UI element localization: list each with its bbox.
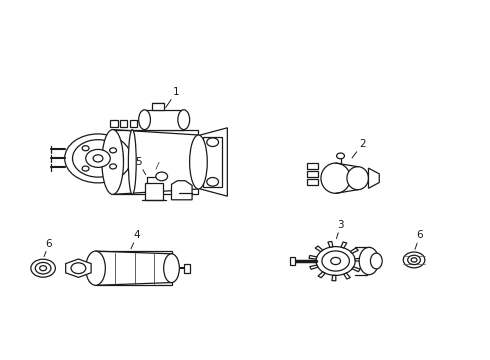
Circle shape (110, 164, 117, 169)
Ellipse shape (321, 163, 350, 193)
Bar (145, 110, 184, 130)
Ellipse shape (370, 253, 382, 269)
Bar (203, 137, 222, 187)
Circle shape (408, 255, 420, 265)
Circle shape (322, 251, 349, 271)
Polygon shape (341, 242, 347, 248)
Circle shape (35, 262, 51, 274)
Bar (113, 130, 198, 194)
Circle shape (65, 134, 131, 183)
Ellipse shape (347, 167, 368, 190)
Text: 5: 5 (135, 157, 146, 175)
Bar (120, 120, 127, 127)
Polygon shape (368, 168, 379, 188)
Circle shape (93, 155, 103, 162)
Circle shape (82, 146, 89, 151)
Polygon shape (309, 256, 317, 259)
Polygon shape (350, 248, 358, 253)
Circle shape (316, 247, 355, 275)
Bar (152, 103, 164, 110)
Ellipse shape (359, 247, 379, 275)
Polygon shape (352, 267, 360, 272)
Circle shape (86, 149, 110, 167)
Circle shape (207, 138, 219, 147)
Text: 2: 2 (352, 139, 366, 158)
Polygon shape (172, 181, 192, 200)
Text: 3: 3 (337, 220, 344, 239)
Bar (290, 257, 295, 265)
Ellipse shape (86, 251, 105, 285)
Circle shape (71, 263, 86, 274)
Polygon shape (310, 265, 318, 269)
Polygon shape (200, 128, 227, 196)
Circle shape (40, 266, 47, 271)
Polygon shape (332, 275, 336, 281)
Circle shape (156, 172, 168, 181)
Text: 1: 1 (166, 87, 180, 108)
Text: 6: 6 (44, 239, 52, 257)
Polygon shape (328, 242, 333, 247)
Text: /: / (155, 161, 158, 170)
Text: 4: 4 (131, 230, 141, 249)
Circle shape (31, 259, 55, 277)
Polygon shape (66, 259, 91, 277)
Polygon shape (318, 272, 325, 278)
Circle shape (73, 140, 123, 177)
Ellipse shape (164, 254, 179, 283)
Circle shape (82, 166, 89, 171)
Circle shape (337, 153, 344, 159)
Ellipse shape (178, 110, 190, 130)
Ellipse shape (190, 135, 207, 189)
Circle shape (331, 257, 341, 265)
Bar (110, 120, 118, 127)
Bar (307, 163, 318, 169)
Polygon shape (344, 273, 350, 279)
Ellipse shape (128, 130, 136, 194)
Ellipse shape (102, 130, 123, 194)
Bar (130, 120, 137, 127)
Circle shape (207, 177, 219, 186)
Circle shape (403, 252, 425, 268)
Ellipse shape (139, 110, 150, 130)
Circle shape (411, 258, 417, 262)
Text: 6: 6 (415, 230, 423, 249)
Bar (96, 251, 172, 285)
Circle shape (110, 148, 117, 153)
Bar (307, 179, 318, 185)
Bar (307, 171, 318, 177)
Bar (145, 183, 163, 200)
Polygon shape (355, 258, 363, 261)
Bar (184, 264, 190, 273)
Polygon shape (315, 246, 323, 252)
